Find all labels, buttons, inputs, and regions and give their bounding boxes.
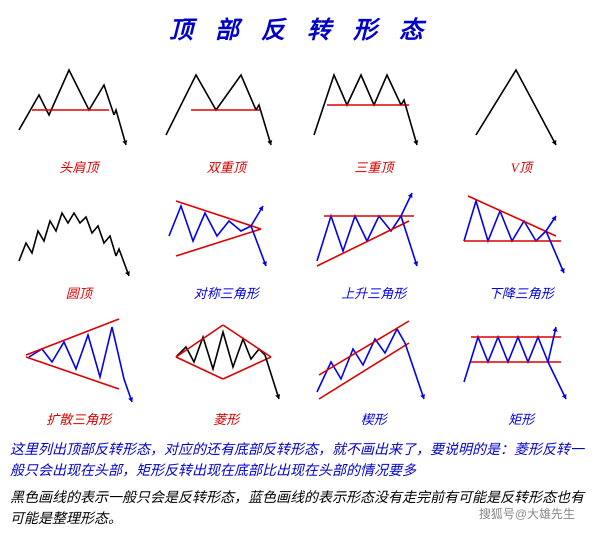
pattern-cell: 矩形	[453, 307, 591, 428]
pattern-label: 头肩顶	[59, 157, 98, 176]
diagram-10	[309, 307, 439, 407]
pattern-label: 楔形	[361, 409, 387, 428]
watermark: 搜狐号@大雄先生	[479, 505, 575, 522]
pattern-label: 菱形	[213, 409, 239, 428]
diagram-4	[14, 181, 144, 281]
pattern-label: 上升三角形	[341, 283, 406, 302]
pattern-cell: 对称三角形	[158, 181, 296, 302]
pattern-cell: 圆顶	[10, 181, 148, 302]
pattern-label: 对称三角形	[194, 283, 259, 302]
diagram-2	[309, 55, 439, 155]
page-title: 顶 部 反 转 形 态	[10, 10, 590, 45]
pattern-cell: 菱形	[158, 307, 296, 428]
note-blue: 这里列出顶部反转形态，对应的还有底部反转形态，就不画出来了，要说明的是：菱形反转…	[10, 440, 590, 482]
diagram-6	[309, 181, 439, 281]
pattern-cell: V顶	[453, 55, 591, 176]
pattern-label: 三重顶	[354, 157, 393, 176]
pattern-cell: 下降三角形	[453, 181, 591, 302]
diagram-8	[14, 307, 144, 407]
pattern-cell: 上升三角形	[305, 181, 443, 302]
diagram-1	[161, 55, 291, 155]
diagram-7	[456, 181, 586, 281]
pattern-label: 扩散三角形	[46, 409, 111, 428]
pattern-label: 圆顶	[66, 283, 92, 302]
pattern-label: 下降三角形	[489, 283, 554, 302]
pattern-cell: 扩散三角形	[10, 307, 148, 428]
pattern-label: 双重顶	[207, 157, 246, 176]
pattern-cell: 双重顶	[158, 55, 296, 176]
diagram-0	[14, 55, 144, 155]
diagram-5	[161, 181, 291, 281]
pattern-cell: 楔形	[305, 307, 443, 428]
diagram-9	[161, 307, 291, 407]
pattern-cell: 三重顶	[305, 55, 443, 176]
diagram-3	[456, 55, 586, 155]
pattern-grid: 头肩顶 双重顶 三重顶 V顶圆顶 对称三角形 上升三角形 下降三角形扩散三角形 菱形 楔形 矩形	[10, 55, 590, 428]
pattern-label: V顶	[511, 157, 532, 176]
pattern-label: 矩形	[508, 409, 534, 428]
diagram-11	[456, 307, 586, 407]
pattern-cell: 头肩顶	[10, 55, 148, 176]
